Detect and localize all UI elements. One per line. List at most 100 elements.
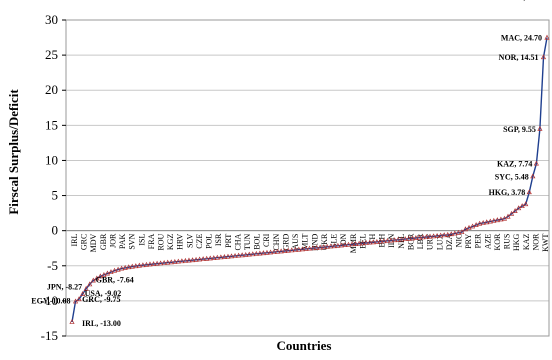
data-point (122, 264, 128, 270)
y-tick-label: 0 (52, 223, 59, 238)
data-point (285, 247, 291, 253)
data-point (324, 243, 330, 249)
x-tick-label: AZE (483, 234, 492, 250)
data-point (143, 261, 150, 267)
data-point (342, 242, 348, 248)
x-tick-label: RUS (503, 234, 512, 250)
data-point (292, 247, 298, 252)
y-tick-label: 10 (45, 152, 58, 167)
data-label: JPN, -8.27 (47, 283, 82, 292)
data-point (172, 258, 178, 264)
data-point (409, 235, 415, 241)
data-point (129, 263, 135, 269)
data-point (83, 285, 89, 291)
data-point (462, 226, 469, 232)
data-point (161, 260, 167, 265)
data-point (189, 257, 196, 263)
data-label: GRC, -9.75 (82, 295, 120, 304)
data-point (459, 229, 465, 235)
x-tick-label: GBR (99, 233, 108, 250)
data-point (445, 231, 451, 237)
data-label: KAZ, 7.74 (497, 160, 532, 169)
data-point (480, 219, 486, 225)
data-point (108, 269, 114, 275)
data-point (477, 220, 483, 226)
x-tick-label: ROU (157, 233, 166, 250)
data-point (193, 256, 199, 262)
data-point (87, 281, 93, 287)
data-point (225, 253, 231, 259)
data-point (423, 234, 430, 239)
data-point (246, 251, 252, 257)
data-point (204, 255, 210, 261)
data-point (434, 232, 440, 238)
x-tick-label: JOR (108, 233, 117, 248)
data-point (250, 251, 256, 257)
x-tick-label: MLT (301, 234, 310, 250)
data-point (491, 217, 497, 223)
data-point (416, 234, 422, 240)
y-tick-label: 15 (45, 117, 58, 132)
plot-border (65, 19, 550, 337)
data-point (214, 254, 220, 260)
series-line (71, 37, 548, 323)
data-point (154, 260, 160, 266)
x-tick-label: BGR (406, 233, 415, 250)
data-point (147, 261, 153, 267)
data-point (260, 250, 266, 256)
data-point (353, 241, 359, 246)
data-label: GBR, -7.64 (96, 275, 134, 284)
data-point (150, 261, 157, 266)
data-label: IRL, -13.00 (82, 319, 121, 328)
data-point (505, 213, 511, 219)
data-point (232, 252, 238, 258)
data-point (388, 237, 394, 243)
data-point (473, 222, 479, 227)
x-tick-label: PAK (118, 233, 127, 248)
data-point (345, 241, 352, 247)
x-tick-label: BIH (378, 233, 387, 247)
data-point (484, 219, 490, 225)
x-tick-label: POL (205, 234, 214, 249)
data-point (101, 271, 107, 277)
data-point (72, 298, 79, 304)
data-point (303, 245, 309, 251)
data-point (200, 256, 206, 262)
data-point (523, 201, 529, 207)
data-point (115, 266, 121, 272)
x-tick-label: KWT (541, 234, 550, 252)
x-tick-label: KGZ (166, 234, 175, 251)
data-point (133, 263, 139, 269)
x-tick-label: IRL (70, 234, 79, 247)
x-tick-label: ISL (137, 234, 146, 246)
data-point (299, 246, 305, 252)
data-point (239, 252, 245, 258)
data-point (452, 230, 458, 236)
data-point (508, 210, 515, 216)
data-point (544, 34, 550, 40)
data-point (76, 296, 82, 302)
y-tick-label: 20 (45, 82, 58, 97)
data-point (356, 240, 362, 246)
data-point (530, 173, 536, 179)
data-point (97, 273, 103, 279)
data-point (338, 242, 344, 248)
data-point (438, 232, 444, 238)
x-tick-label: CRI (262, 233, 271, 247)
data-point (466, 224, 472, 230)
data-point (498, 216, 504, 222)
x-axis-title: Countries (277, 338, 332, 353)
data-point (367, 239, 373, 245)
data-point (289, 247, 295, 253)
data-point (487, 218, 493, 224)
data-point (406, 235, 412, 241)
data-point (126, 264, 132, 270)
data-point (391, 237, 398, 243)
data-label: SYC, 5.48 (495, 172, 529, 181)
data-point (537, 125, 543, 131)
data-point (427, 233, 433, 239)
x-tick-label: MDV (89, 233, 98, 252)
data-point (349, 241, 355, 247)
data-point (267, 249, 274, 255)
data-point (374, 238, 380, 244)
